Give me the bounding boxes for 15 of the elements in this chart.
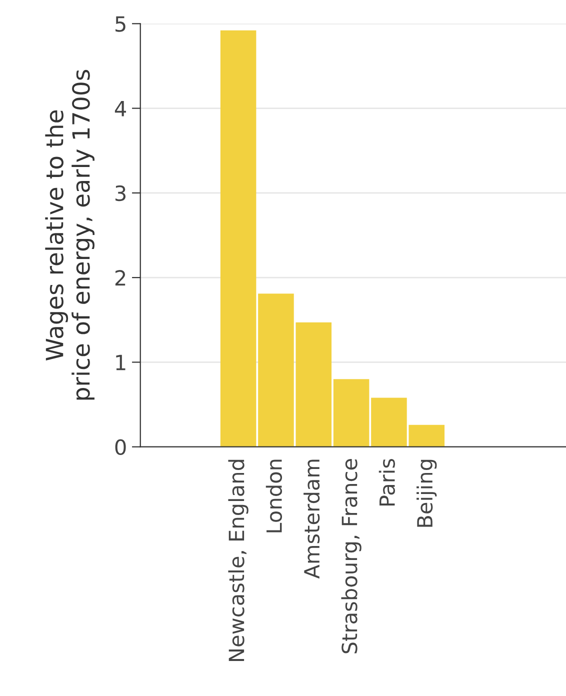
x-tick-label: Amsterdam: [304, 460, 320, 579]
y-tick-label: 3: [116, 185, 126, 202]
y-tick-label: 1: [116, 354, 126, 370]
x-tick-label: Newcastle, England: [228, 460, 248, 662]
x-tick-label: Paris: [378, 458, 396, 506]
y-tick-label: 0: [115, 439, 126, 456]
y-tick-label: 5: [116, 16, 126, 32]
y-tick-label: 2: [115, 270, 126, 286]
x-tick-label: Beijing: [416, 460, 437, 527]
bar: [333, 379, 370, 447]
y-axis-title: Wages relative to the price of energy, early 1700s: [45, 70, 94, 400]
bar: [220, 30, 256, 447]
y-tick-label: 4: [114, 101, 126, 116]
x-tick-label: Strasbourg, France: [341, 459, 362, 654]
x-tick-label: London: [266, 460, 282, 532]
